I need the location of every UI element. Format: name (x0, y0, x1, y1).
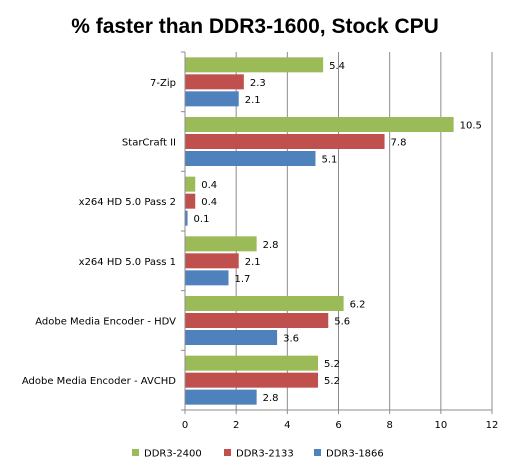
data-label: 5.1 (321, 155, 337, 166)
bar (185, 253, 239, 269)
bar (185, 193, 196, 209)
data-label: 2.3 (250, 78, 266, 89)
data-label: 7.8 (391, 138, 407, 149)
data-label: 0.4 (201, 197, 217, 208)
x-tick-label: 4 (284, 420, 290, 431)
bar (185, 330, 278, 345)
bar (185, 151, 316, 166)
data-label: 5.2 (324, 359, 340, 370)
legend-label: DDR3-2133 (236, 449, 294, 460)
data-label: 6.2 (350, 300, 366, 311)
category-label: x264 HD 5.0 Pass 2 (79, 197, 176, 208)
bar (185, 74, 244, 90)
legend-label: DDR3-2400 (144, 449, 202, 460)
data-label: 5.4 (329, 61, 345, 72)
data-label: 5.2 (324, 376, 340, 387)
bar (185, 236, 257, 252)
legend: DDR3-2400 DDR3-2133 DDR3-1866 (132, 449, 384, 460)
bar (185, 270, 229, 286)
data-label: 5.6 (334, 317, 350, 328)
data-label: 1.7 (234, 274, 250, 285)
category-label: x264 HD 5.0 Pass 1 (79, 257, 176, 268)
category-label: StarCraft II (122, 138, 176, 149)
x-tick-label: 12 (486, 420, 499, 431)
data-label: 2.1 (245, 95, 261, 106)
data-label: 0.4 (201, 180, 217, 191)
x-tick-label: 8 (386, 420, 392, 431)
x-tick-label: 10 (434, 420, 447, 431)
data-label: 3.6 (283, 334, 299, 345)
x-tick-label: 2 (233, 420, 239, 431)
data-label: 0.1 (194, 214, 210, 225)
bar (185, 210, 188, 226)
bar (185, 117, 454, 132)
bar (185, 134, 385, 149)
bars: 5.42.32.110.57.85.10.40.40.12.82.11.76.2… (185, 57, 482, 405)
category-label: 7-Zip (150, 78, 176, 89)
bar (185, 389, 257, 405)
bar (185, 176, 196, 192)
bar (185, 372, 319, 388)
data-label: 2.8 (263, 393, 279, 404)
axes: 0 2 4 6 8 10 12 7-Zip StarCraft II x264 HD 5.0 Pa… (22, 51, 499, 431)
data-label: 2.1 (245, 257, 261, 268)
chart-title: % faster than DDR3-1600, Stock CPU (71, 15, 439, 38)
legend-label: DDR3-1866 (326, 449, 384, 460)
data-label: 10.5 (460, 121, 482, 132)
bar (185, 296, 344, 311)
bar (185, 91, 239, 107)
category-label: Adobe Media Encoder - HDV (35, 317, 176, 328)
bar (185, 57, 324, 73)
legend-swatch (132, 449, 139, 456)
grid (235, 52, 493, 410)
legend-swatch (224, 449, 231, 456)
category-label: Adobe Media Encoder - AVCHD (22, 376, 176, 387)
bar (185, 355, 319, 371)
legend-swatch (314, 449, 321, 456)
x-tick-label: 0 (182, 420, 188, 431)
x-tick-label: 6 (335, 420, 341, 431)
data-label: 2.8 (263, 240, 279, 251)
bar (185, 313, 329, 328)
